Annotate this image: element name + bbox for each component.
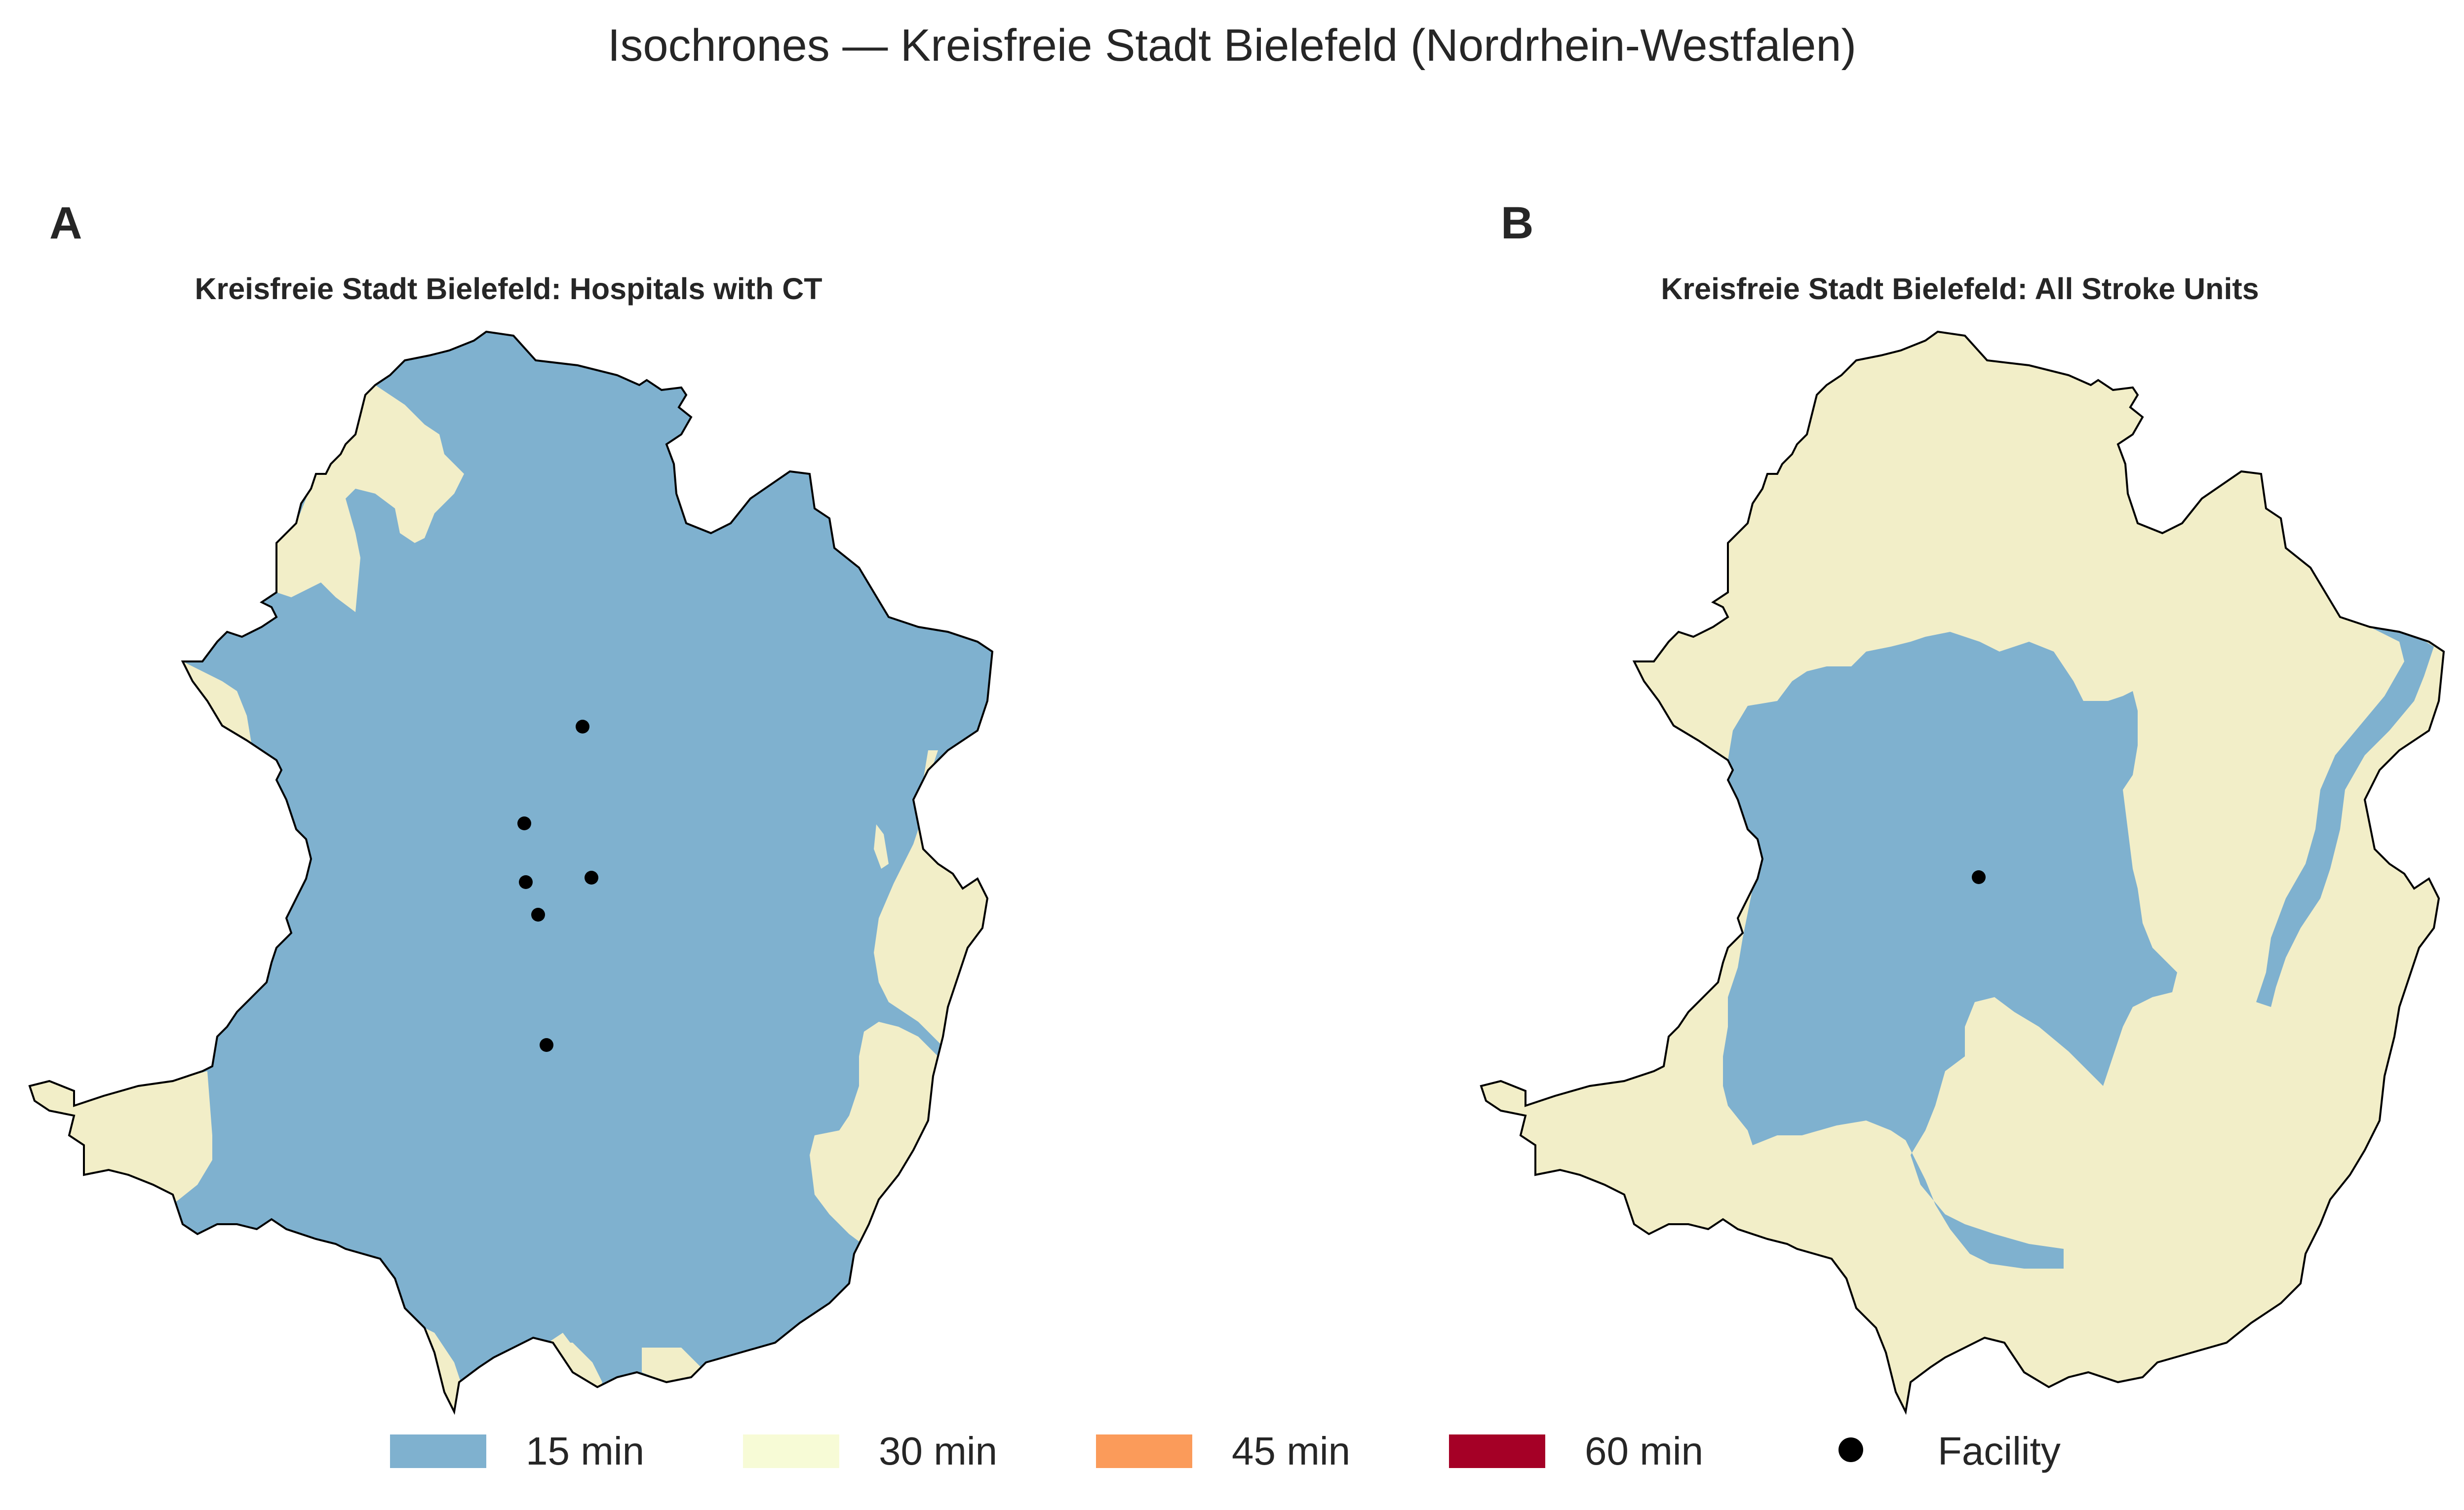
panel-b-facilities <box>1972 870 1986 884</box>
panel-a-facility <box>576 720 589 734</box>
legend-facility-marker <box>1838 1437 1863 1462</box>
legend-label-30min: 30 min <box>879 1429 998 1473</box>
legend-label-60min: 60 min <box>1585 1429 1704 1473</box>
legend-label-facility: Facility <box>1938 1429 2061 1473</box>
panel-a-facility <box>519 875 533 889</box>
panel-b-facility <box>1972 870 1986 884</box>
legend-label-15min: 15 min <box>526 1429 645 1473</box>
panel-a-letter: A <box>49 198 82 248</box>
figure-title: Isochrones — Kreisfreie Stadt Bielefeld … <box>607 20 1857 71</box>
legend-label-45min: 45 min <box>1232 1429 1351 1473</box>
panel-a-title: Kreisfreie Stadt Bielefeld: Hospitals wi… <box>195 272 822 306</box>
panel-a-facility <box>585 871 598 885</box>
legend-swatch-45min <box>1096 1434 1192 1468</box>
panel-b-letter: B <box>1501 198 1534 248</box>
legend-swatch-30min <box>743 1434 839 1468</box>
legend-swatch-15min <box>390 1434 486 1468</box>
panel-a-facility <box>540 1038 553 1052</box>
panel-b-15min-areas <box>1693 627 2434 1269</box>
legend-swatch-60min <box>1449 1434 1545 1468</box>
legend: 15 min 30 min 45 min 60 min Facility <box>0 1412 2464 1486</box>
panel-a-facility <box>531 908 545 922</box>
panel-a-15min-area <box>30 332 992 1412</box>
panel-a-facility <box>517 816 531 830</box>
panel-a-facilities <box>517 720 598 1052</box>
panel-b-title: Kreisfreie Stadt Bielefeld: All Stroke U… <box>1661 272 2259 306</box>
